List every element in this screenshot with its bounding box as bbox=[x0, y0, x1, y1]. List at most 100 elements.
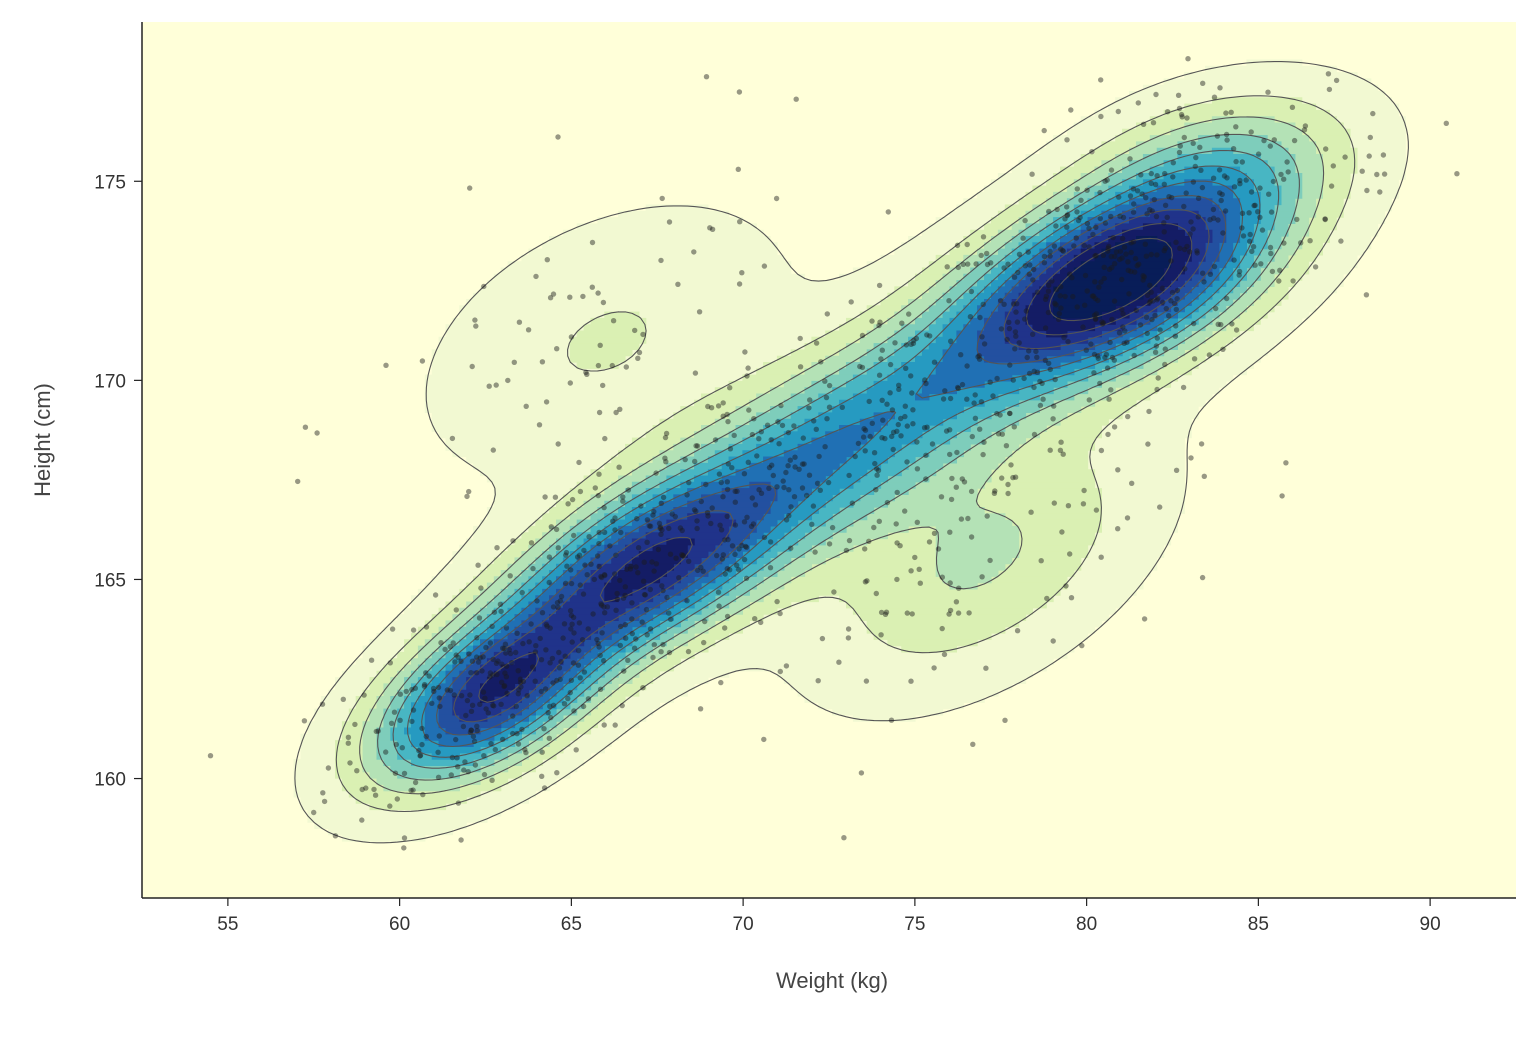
scatter-point bbox=[1239, 225, 1245, 231]
scatter-point bbox=[618, 529, 624, 536]
scatter-point bbox=[959, 381, 966, 388]
scatter-point bbox=[555, 604, 561, 610]
scatter-point bbox=[1181, 246, 1188, 253]
scatter-point bbox=[1173, 467, 1180, 473]
scatter-point bbox=[939, 574, 945, 580]
scatter-point bbox=[488, 740, 494, 747]
scatter-point bbox=[1325, 71, 1332, 77]
scatter-point bbox=[739, 542, 745, 549]
scatter-point bbox=[1443, 120, 1450, 127]
scatter-point bbox=[389, 626, 396, 632]
scatter-point bbox=[314, 430, 320, 436]
scatter-point bbox=[629, 630, 635, 637]
scatter-point bbox=[1047, 248, 1053, 255]
scatter-point bbox=[1047, 253, 1053, 259]
scatter-point bbox=[1181, 203, 1187, 210]
scatter-point bbox=[999, 431, 1005, 437]
scatter-point bbox=[724, 613, 731, 620]
scatter-point bbox=[591, 576, 597, 583]
scatter-point bbox=[871, 450, 878, 456]
scatter-point bbox=[1128, 240, 1134, 246]
scatter-point bbox=[473, 323, 479, 329]
scatter-point bbox=[557, 676, 563, 683]
scatter-point bbox=[1179, 114, 1185, 120]
scatter-point bbox=[547, 625, 553, 631]
scatter-point bbox=[1097, 215, 1104, 222]
contour-line-8 bbox=[436, 195, 1227, 736]
scatter-point bbox=[1182, 266, 1188, 272]
scatter-point bbox=[1294, 216, 1300, 223]
scatter-point bbox=[554, 600, 561, 606]
scatter-point bbox=[528, 621, 534, 627]
scatter-point bbox=[718, 527, 725, 533]
scatter-point bbox=[1053, 286, 1060, 293]
scatter-point bbox=[887, 361, 894, 368]
scatter-point bbox=[589, 239, 596, 246]
scatter-point bbox=[1240, 233, 1247, 239]
scatter-point bbox=[1172, 333, 1179, 339]
scatter-point bbox=[1060, 248, 1067, 254]
scatter-point bbox=[1381, 171, 1388, 177]
scatter-point bbox=[883, 609, 890, 615]
scatter-points bbox=[207, 56, 1460, 851]
scatter-point bbox=[1064, 212, 1070, 219]
scatter-point bbox=[599, 574, 605, 581]
scatter-point bbox=[1154, 252, 1160, 258]
scatter-point bbox=[391, 709, 398, 715]
scatter-point bbox=[1014, 319, 1021, 325]
scatter-point bbox=[371, 786, 377, 793]
scatter-point bbox=[944, 264, 950, 270]
scatter-point bbox=[373, 728, 379, 735]
scatter-point bbox=[595, 640, 601, 646]
scatter-point bbox=[1162, 361, 1168, 368]
scatter-point bbox=[1199, 184, 1206, 191]
scatter-point bbox=[742, 349, 748, 355]
scatter-point bbox=[1109, 316, 1115, 323]
scatter-point bbox=[1239, 159, 1246, 165]
scatter-point bbox=[1285, 169, 1291, 175]
scatter-point bbox=[435, 749, 441, 755]
scatter-point bbox=[408, 787, 414, 794]
scatter-point bbox=[1139, 191, 1145, 197]
scatter-point bbox=[949, 475, 955, 482]
scatter-point bbox=[972, 392, 978, 398]
scatter-point bbox=[1181, 134, 1188, 141]
scatter-point bbox=[947, 451, 953, 458]
scatter-point bbox=[1364, 187, 1370, 194]
scatter-point bbox=[677, 525, 684, 531]
scatter-point bbox=[1058, 284, 1064, 290]
scatter-point bbox=[423, 624, 430, 630]
x-tick-label: 85 bbox=[1248, 914, 1269, 935]
scatter-point bbox=[1052, 376, 1058, 383]
scatter-point bbox=[1047, 447, 1053, 453]
scatter-point bbox=[731, 432, 737, 439]
scatter-point bbox=[911, 337, 917, 344]
scatter-point bbox=[908, 373, 914, 379]
scatter-point bbox=[1128, 268, 1134, 275]
scatter-point bbox=[465, 769, 471, 775]
scatter-point bbox=[519, 726, 525, 733]
scatter-point bbox=[876, 322, 882, 329]
scatter-point bbox=[397, 691, 403, 697]
scatter-point bbox=[491, 609, 498, 615]
scatter-point bbox=[1135, 100, 1142, 106]
scatter-point bbox=[1141, 616, 1148, 622]
scatter-point bbox=[788, 504, 794, 510]
scatter-point bbox=[908, 678, 914, 684]
scatter-point bbox=[1105, 248, 1111, 254]
scatter-point bbox=[1154, 386, 1160, 393]
scatter-point bbox=[1370, 110, 1376, 117]
scatter-point bbox=[1270, 178, 1277, 185]
scatter-point bbox=[722, 625, 728, 631]
scatter-point bbox=[766, 464, 773, 471]
scatter-point bbox=[692, 370, 699, 376]
scatter-point bbox=[1278, 171, 1284, 178]
scatter-point bbox=[623, 364, 629, 370]
scatter-point bbox=[1249, 248, 1255, 255]
scatter-point bbox=[1374, 171, 1380, 178]
scatter-point bbox=[1111, 424, 1118, 430]
scatter-point bbox=[718, 679, 724, 686]
scatter-point bbox=[436, 695, 442, 701]
scatter-point bbox=[1257, 185, 1263, 191]
scatter-point bbox=[640, 578, 647, 584]
